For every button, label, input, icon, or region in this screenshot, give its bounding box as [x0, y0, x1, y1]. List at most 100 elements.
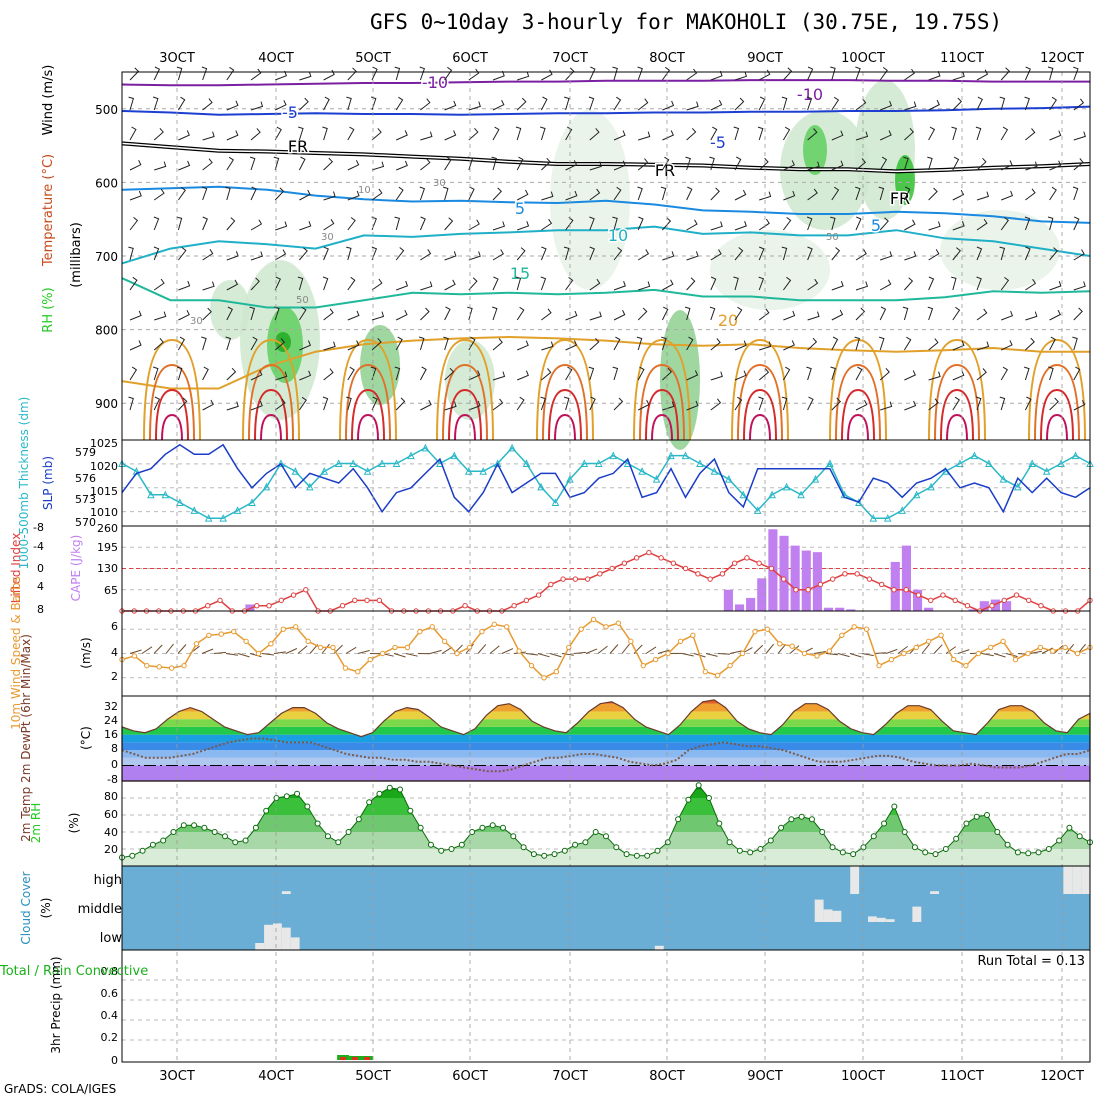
thickness-line-marker — [349, 459, 357, 467]
isotherm-label: 5 — [515, 199, 525, 218]
lifted-index-line-marker — [866, 576, 873, 582]
wind-barb — [202, 131, 215, 141]
temp-band — [122, 711, 1090, 720]
warm-isotherm-arc — [143, 338, 201, 441]
warm-isotherm-arc — [542, 363, 588, 441]
wind-barb-10m — [213, 651, 227, 654]
wind-barb — [637, 158, 649, 171]
wind-barb — [976, 191, 990, 201]
warm-isotherm-arc — [731, 338, 789, 441]
wind-barb — [323, 308, 334, 321]
thickness-line-marker — [334, 459, 343, 467]
wind-barb — [394, 216, 401, 231]
temp-line — [121, 699, 1091, 782]
wind-barb — [346, 396, 352, 411]
warm-isotherm-arc — [940, 388, 974, 441]
cloud-bar-low — [272, 923, 282, 950]
wind-barb — [492, 306, 498, 321]
wind-barb — [903, 156, 909, 171]
cape-bar — [990, 599, 1000, 611]
lifted-index-line-marker — [376, 597, 383, 604]
wind-barb — [637, 249, 650, 261]
wind-barb — [1073, 366, 1081, 381]
warm-isotherm-arc — [436, 338, 494, 441]
cape-tick-label: 195 — [97, 541, 118, 554]
wind-speed-line-marker — [814, 653, 820, 659]
wind-barb — [178, 309, 190, 321]
wind-barb — [444, 100, 457, 111]
wind-barb — [783, 67, 793, 81]
lifted-index-line-marker — [535, 592, 542, 598]
warm-isotherm-arc — [749, 413, 771, 441]
wind-barb — [1025, 128, 1036, 141]
lifted-index-line-marker — [523, 597, 530, 604]
wind-barb — [564, 96, 570, 111]
wind-barb — [952, 156, 960, 171]
wind-speed-line-marker — [1037, 644, 1044, 651]
temp-band — [122, 765, 1090, 781]
wind-barb — [201, 336, 207, 351]
temp-band — [122, 703, 1090, 712]
wind-barb — [347, 67, 357, 81]
thickness-line-marker — [248, 498, 256, 507]
wind-barb — [346, 96, 352, 111]
wind-barb — [1000, 340, 1013, 351]
thickness-line-marker — [306, 482, 314, 491]
wind-barb — [517, 370, 529, 381]
lifted-index-line-marker — [339, 602, 346, 609]
lifted-index-line-marker — [707, 576, 713, 582]
thickness-line-marker — [956, 459, 964, 467]
wind-barb — [855, 98, 867, 111]
wind-barb — [492, 187, 503, 201]
wind-barb — [419, 66, 426, 81]
rh-marker — [613, 844, 620, 851]
wind-barb — [759, 341, 772, 351]
wind-barb — [855, 399, 868, 411]
wind-barb — [492, 249, 504, 261]
wind-barb — [734, 370, 747, 381]
wind-barb — [733, 126, 740, 141]
rh-marker — [458, 841, 465, 848]
wind-barb — [952, 370, 965, 381]
wind-barb-10m — [141, 646, 153, 654]
wind-barb — [928, 371, 941, 381]
wind-barb — [250, 370, 263, 381]
thickness-line-marker — [652, 474, 661, 483]
wind-barb — [516, 247, 526, 261]
rh-marker — [510, 833, 517, 840]
thickness-line-marker — [421, 443, 430, 452]
wind-barb — [589, 66, 596, 81]
wind-barb-10m — [285, 648, 298, 654]
wind-speed-line-marker — [206, 632, 212, 638]
wind-barb — [250, 101, 264, 111]
warm-isotherm-arc — [651, 413, 673, 441]
thickness-line-marker — [883, 514, 892, 522]
cloud-bar-middle — [885, 919, 895, 922]
x-tick-label-top: 6OCT — [452, 51, 488, 66]
warm-isotherm-arc — [448, 388, 482, 441]
wind-barb — [153, 246, 160, 261]
thickness-line-marker — [609, 451, 618, 460]
wind-barb — [830, 66, 836, 81]
wind-barb — [517, 71, 530, 81]
thickness-tick-label: 579 — [75, 446, 96, 459]
wind-barb — [1000, 160, 1013, 171]
wind-barb — [904, 68, 915, 81]
thickness-line-marker — [204, 514, 213, 522]
wind-barb — [710, 276, 717, 291]
lifted-index-line-marker — [805, 587, 811, 593]
wind-barb — [153, 216, 160, 231]
wind-barb — [613, 247, 623, 261]
wind-barb — [1049, 336, 1056, 351]
rh-marker — [994, 829, 1001, 835]
wind-barb — [153, 396, 161, 411]
wind-tick-label: 6 — [111, 620, 118, 633]
wind-barb — [734, 247, 744, 261]
wind-barb — [734, 306, 743, 321]
wind-barb — [613, 186, 622, 201]
wind-barb — [686, 219, 698, 231]
wind-barb — [444, 306, 451, 321]
wind10m-panel — [119, 616, 1093, 681]
thickness-line-marker — [551, 498, 560, 507]
cape-bar — [823, 607, 834, 611]
